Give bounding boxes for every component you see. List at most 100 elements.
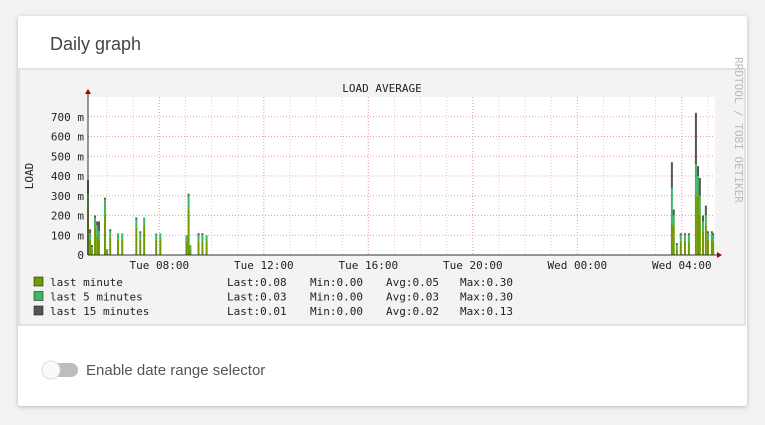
bar-segment [155, 233, 158, 240]
x-tick-label: Tue 12:00 [234, 259, 294, 272]
bar-segment [159, 239, 162, 255]
bar-segment [704, 205, 707, 216]
legend-label: last 15 minutes [50, 305, 149, 318]
legend-stat: Last:0.08 [227, 276, 287, 289]
bar-segment [96, 225, 99, 236]
watermark: RRDTOOL / TOBI OETIKER [732, 57, 745, 203]
bar-segment [197, 235, 200, 242]
bar-segment [89, 239, 92, 255]
bar-segment [187, 209, 190, 255]
bar-segment [710, 231, 713, 234]
x-tick-label: Tue 08:00 [130, 259, 190, 272]
plot-area [88, 97, 715, 255]
bar-segment [103, 199, 106, 216]
bar-segment [89, 233, 92, 240]
toggle-knob[interactable] [41, 360, 61, 380]
y-tick-label: 600 m [51, 131, 84, 144]
bar-segment [90, 245, 93, 248]
y-axis-label: LOAD [23, 163, 36, 190]
y-tick-label: 200 m [51, 210, 84, 223]
bar-segment [103, 215, 106, 255]
bar-segment [94, 227, 97, 255]
bar-segment [704, 215, 707, 226]
bar-segment [701, 231, 704, 255]
bar-segment [683, 235, 686, 242]
bar-segment [135, 217, 138, 220]
legend-stat: Last:0.03 [227, 291, 287, 304]
bar-segment [205, 241, 208, 255]
legend-stat: Max:0.13 [460, 305, 513, 318]
legend-stat: Avg:0.03 [386, 291, 439, 304]
bar-segment [698, 195, 701, 216]
bar-segment [672, 209, 675, 216]
bar-segment [704, 225, 707, 255]
bar-segment [109, 229, 112, 232]
bar-segment [121, 239, 124, 255]
toggle[interactable] [41, 360, 78, 380]
bar-segment [189, 245, 192, 250]
bar-segment [89, 229, 92, 234]
legend-stat: Avg:0.05 [386, 276, 439, 289]
y-tick-label: 700 m [51, 111, 84, 124]
bar-segment [94, 215, 97, 218]
legend-stat: Min:0.00 [310, 276, 363, 289]
bar-segment [97, 239, 100, 255]
bar-segment [694, 164, 697, 196]
legend-label: last 5 minutes [50, 291, 143, 304]
x-tick-label: Tue 16:00 [339, 259, 399, 272]
bar-segment [675, 249, 678, 255]
legend-stat: Max:0.30 [460, 276, 513, 289]
bar-segment [675, 245, 678, 250]
bar-segment [679, 233, 682, 236]
bar-segment [135, 219, 138, 228]
bar-segment [135, 227, 138, 255]
bar-segment [197, 233, 200, 236]
legend-stat: Min:0.00 [310, 305, 363, 318]
bar-segment [697, 195, 700, 255]
bar-segment [706, 231, 709, 234]
bar-segment [201, 233, 204, 236]
x-tick-label: Wed 00:00 [548, 259, 608, 272]
bar-segment [139, 233, 142, 240]
bar-segment [159, 233, 162, 240]
bar-segment [687, 241, 690, 255]
legend-swatch [33, 305, 44, 316]
bar-segment [96, 235, 99, 255]
x-axis-arrow [717, 252, 722, 258]
bar-segment [672, 225, 675, 255]
bar-segment [710, 233, 713, 240]
bar-segment [683, 241, 686, 255]
bar-segment [687, 233, 690, 236]
legend-label: last minute [50, 276, 123, 289]
bar-segment [189, 249, 192, 255]
legend-stat: Min:0.00 [310, 291, 363, 304]
bar-segment [97, 231, 100, 240]
bar-segment [712, 241, 715, 255]
bar-segment [698, 215, 701, 255]
toggle-label: Enable date range selector [86, 362, 265, 379]
bar-segment [694, 112, 697, 165]
bar-segment [701, 215, 704, 222]
y-axis-arrow [85, 89, 91, 94]
bar-segment [96, 221, 99, 226]
x-tick-label: Tue 20:00 [443, 259, 503, 272]
bar-segment [106, 249, 109, 252]
legend-swatch [33, 276, 44, 287]
bar-segment [109, 237, 112, 255]
bar-segment [185, 241, 188, 255]
bar-segment [94, 217, 97, 228]
bar-segment [187, 193, 190, 196]
bar-segment [139, 239, 142, 255]
y-tick-label: 300 m [51, 190, 84, 203]
bar-segment [205, 235, 208, 242]
y-tick-label: 100 m [51, 229, 84, 242]
bar-segment [90, 247, 93, 250]
bar-segment [201, 235, 204, 242]
card-title: Daily graph [50, 34, 141, 54]
y-tick-label: 400 m [51, 170, 84, 183]
bar-segment [706, 233, 709, 240]
bar-segment [109, 231, 112, 238]
bar-segment [679, 241, 682, 255]
bar-segment [201, 241, 204, 255]
